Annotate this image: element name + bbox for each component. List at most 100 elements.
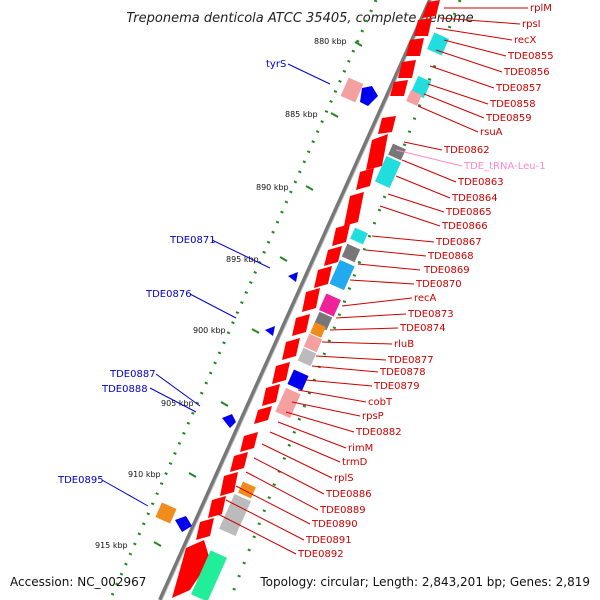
gene-block [427, 32, 449, 56]
gene-arrow [288, 272, 298, 282]
gene-arrow [265, 326, 275, 336]
gene-arrow [344, 192, 364, 226]
gene-label: TDE0857 [495, 83, 542, 94]
gene-arrow [398, 60, 416, 78]
tick-mark [279, 256, 288, 262]
gene-label: rluB [394, 339, 414, 350]
gene-block [319, 293, 341, 317]
gene-block [303, 333, 323, 353]
gene-arrow [272, 362, 290, 384]
gene-label: TDE0866 [441, 221, 488, 232]
gene-label: recA [414, 293, 437, 304]
tick-label: 895 kbp [226, 255, 259, 264]
gene-arrow [314, 266, 332, 288]
gene-label: trmD [342, 457, 368, 468]
gene-label: TDE0869 [423, 265, 470, 276]
gene-label: TDE0868 [427, 251, 474, 262]
gene-arrow [172, 540, 210, 598]
gene-arrow [196, 518, 214, 540]
tick-mark [220, 401, 229, 407]
tick-mark [354, 41, 363, 47]
gene-arrow [175, 516, 192, 532]
tick-mark [330, 112, 339, 118]
tick-mark [305, 185, 314, 191]
gene-label: TDE0895 [57, 475, 104, 486]
gene-block [275, 387, 301, 419]
gene-arrow [254, 406, 272, 424]
gene-label: TDE0882 [355, 427, 402, 438]
gene-label: TDE0855 [507, 51, 554, 62]
gene-block [374, 155, 402, 189]
gene-label: TDE0876 [145, 289, 192, 300]
gene-arrow [262, 384, 280, 406]
gene-arrow [292, 314, 310, 336]
map-title: Treponema denticola ATCC 35405, complete… [126, 11, 473, 26]
gene-arrow [414, 18, 432, 36]
gene-label: TDE0889 [319, 505, 366, 516]
gene-label: rpsI [522, 19, 541, 30]
tick-mark [251, 328, 260, 334]
gene-label: rpsP [362, 411, 384, 422]
gene-block [329, 259, 355, 291]
plus-leader-lines [101, 63, 331, 507]
gene-block [388, 143, 406, 161]
gene-arrow [240, 432, 258, 452]
gene-label: rplM [530, 3, 552, 14]
gene-label: TDE0877 [387, 355, 434, 366]
tick-mark [153, 541, 162, 547]
gene-label: tyrS [266, 59, 286, 70]
minus-labels: rplM rpsI recX TDE0855 TDE0856 TDE0857 T… [297, 3, 554, 560]
gene-block [191, 550, 227, 600]
gene-label: TDE0867 [435, 237, 482, 248]
gene-arrow [366, 134, 388, 170]
gene-label: TDE0862 [443, 145, 490, 156]
gene-label: TDE0858 [489, 99, 536, 110]
tick-label: 905 kbp [161, 399, 194, 408]
gene-arrow [360, 86, 378, 106]
tick-label: 900 kbp [193, 326, 226, 335]
tick-label: 915 kbp [95, 541, 128, 550]
gene-label: TDE0878 [379, 367, 426, 378]
plus-labels: tyrS TDE0871 TDE0876 TDE0887 TDE0888 TDE… [57, 59, 286, 486]
gene-arrow [208, 496, 226, 518]
gene-block [297, 347, 317, 367]
minus-strand-features [172, 0, 449, 600]
gene-label: TDE0871 [169, 235, 216, 246]
gene-label: TDE0874 [399, 323, 446, 334]
gene-block [310, 322, 326, 338]
scale-ticks: 880 kbp 885 kbp 890 kbp 895 kbp 900 kbp … [95, 37, 363, 550]
minus-leader-lines [217, 7, 528, 555]
gene-label: TDE0863 [457, 177, 504, 188]
tick-label: 885 kbp [285, 110, 318, 119]
gene-arrow [220, 472, 238, 496]
gene-arrow [378, 116, 396, 134]
tick-label: 890 kbp [256, 183, 289, 192]
gene-label: TDE0864 [451, 193, 498, 204]
tick-label: 880 kbp [314, 37, 347, 46]
gene-arrow [222, 414, 236, 428]
gene-block [287, 369, 309, 391]
gene-block [238, 481, 256, 499]
tick-label: 910 kbp [128, 470, 161, 479]
plus-strand-features [155, 77, 378, 532]
gene-arrow [230, 452, 248, 472]
gene-block [350, 227, 368, 245]
gene-arrow [302, 288, 320, 312]
gene-label: TDE0856 [503, 67, 550, 78]
gene-label: TDE0865 [445, 207, 492, 218]
gene-block [406, 90, 422, 106]
gene-label: TDE0887 [109, 369, 156, 380]
gene-label: rimM [348, 443, 373, 454]
trna-leader-line [395, 149, 463, 167]
gene-label: TDE0886 [325, 489, 372, 500]
gene-block [341, 243, 361, 263]
gene-label: rplS [334, 473, 354, 484]
gene-block [219, 493, 251, 537]
gene-arrow [406, 38, 424, 56]
tick-mark [188, 472, 197, 478]
gene-label: cobT [368, 397, 393, 408]
gene-label: TDE0859 [485, 113, 532, 124]
trna-label: TDE_tRNA-Leu-1 [463, 161, 546, 172]
gene-arrow [390, 80, 408, 96]
